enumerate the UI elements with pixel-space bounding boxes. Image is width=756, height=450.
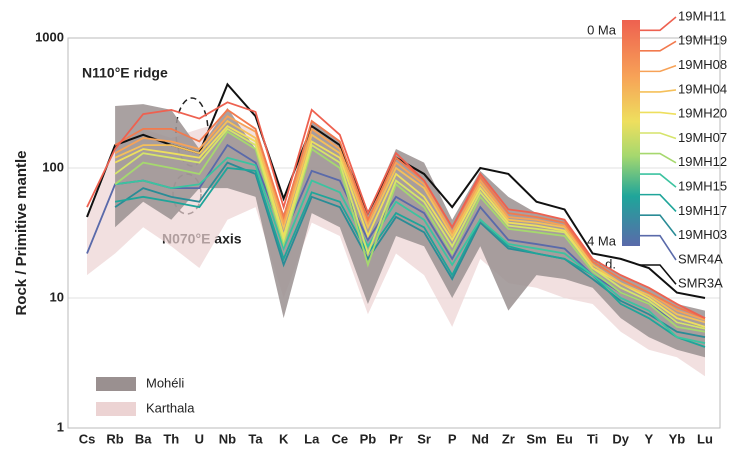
- series-line: [114, 130, 706, 333]
- x-tick-label: Ti: [587, 431, 598, 446]
- colorbar: [622, 20, 640, 246]
- x-tick-label: Ba: [135, 431, 152, 446]
- legend-label: SMR3A: [678, 276, 723, 291]
- y-tick-label: 1000: [35, 29, 64, 44]
- legend-label: 19MH08: [678, 57, 727, 72]
- colorbar-label: 4 Ma: [587, 233, 617, 248]
- annotation: N110°E ridge: [82, 65, 168, 81]
- x-tick-label: Pr: [389, 431, 403, 446]
- legend-line: [640, 64, 677, 73]
- x-tick-label: Ta: [248, 431, 263, 446]
- y-tick-label: 1: [57, 419, 64, 434]
- x-tick-label: Th: [163, 431, 179, 446]
- legend-line: [640, 132, 677, 140]
- x-tick-label: Nb: [219, 431, 236, 446]
- legend-line: [640, 193, 677, 212]
- legend-label: 19MH12: [678, 154, 727, 169]
- legend-swatch: [96, 377, 136, 391]
- x-tick-label: K: [279, 431, 289, 446]
- legend-line: [640, 89, 677, 93]
- colorbar-label: 0 Ma: [587, 22, 617, 37]
- series-line: [114, 124, 706, 328]
- legend-label: 19MH11: [678, 8, 726, 23]
- legend-label: 19MH20: [678, 106, 727, 121]
- series-line: [114, 167, 706, 348]
- legend-label: 19MH17: [678, 203, 727, 218]
- x-tick-label: Pb: [360, 431, 377, 446]
- legend-label: SMR4A: [678, 251, 723, 266]
- x-tick-label: Sm: [526, 431, 546, 446]
- legend-line: [640, 152, 677, 164]
- x-tick-label: Cs: [79, 431, 96, 446]
- legend-label: 19MH04: [678, 81, 727, 96]
- series-line: [114, 156, 706, 344]
- legend-line: [640, 214, 677, 237]
- legend-line: [640, 264, 677, 285]
- legend-swatch: [96, 402, 136, 416]
- y-tick-label: 100: [42, 159, 64, 174]
- y-axis-label: Rock / Primitive mantle: [13, 150, 30, 315]
- x-tick-label: Rb: [106, 431, 123, 446]
- x-tick-label: Nd: [472, 431, 489, 446]
- series-line: [86, 101, 706, 319]
- plot-frame: [67, 37, 721, 429]
- legend-line: [640, 234, 677, 261]
- legend-label: 19MH07: [678, 130, 727, 145]
- x-tick-label: P: [448, 431, 457, 446]
- x-tick-label: Dy: [612, 431, 629, 446]
- x-tick-label: Lu: [697, 431, 713, 446]
- x-tick-label: Yb: [669, 431, 686, 446]
- legend-label: 19MH03: [678, 227, 727, 242]
- x-tick-label: Eu: [556, 431, 573, 446]
- legend-label: Mohéli: [146, 375, 184, 390]
- y-tick-label: 10: [50, 289, 64, 304]
- legend-label: Karthala: [146, 400, 195, 415]
- series-line: [114, 119, 706, 324]
- legend-line: [640, 173, 677, 188]
- legend-label: 19MH15: [678, 179, 727, 194]
- x-tick-label: Zr: [502, 431, 515, 446]
- x-tick-label: Sr: [417, 431, 431, 446]
- series-line: [114, 127, 706, 330]
- legend-label: 19MH19: [678, 33, 727, 48]
- series-line: [86, 143, 706, 330]
- x-tick-label: U: [195, 431, 204, 446]
- x-tick-label: Ce: [332, 431, 349, 446]
- x-tick-label: La: [304, 431, 320, 446]
- legend-line: [640, 16, 677, 32]
- legend-line: [640, 40, 677, 52]
- x-tick-label: Y: [644, 431, 653, 446]
- series-line: [114, 108, 706, 319]
- legend-line: [640, 111, 677, 115]
